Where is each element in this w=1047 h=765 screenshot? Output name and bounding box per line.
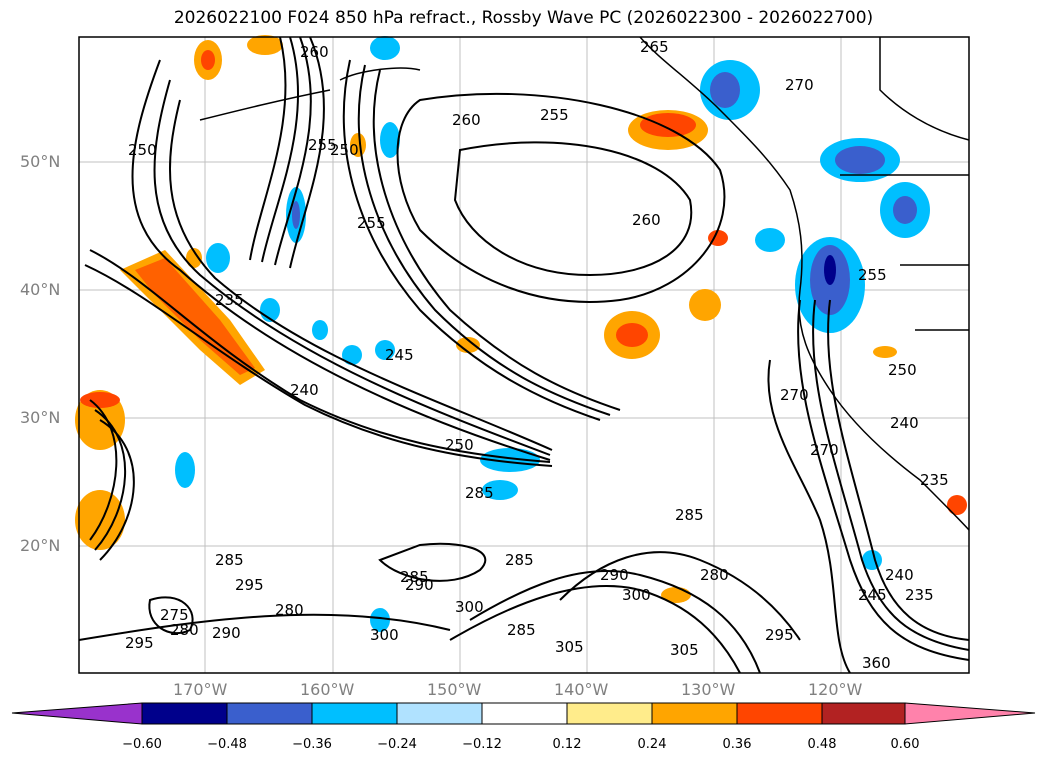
lat-label-20n: 20°N bbox=[20, 536, 61, 555]
contour-label: 240 bbox=[290, 381, 319, 399]
contour-label: 240 bbox=[890, 414, 919, 432]
contour-label: 250 bbox=[445, 436, 474, 454]
colorbar-tick: 0.36 bbox=[722, 737, 752, 752]
contour-label: 255 bbox=[858, 266, 887, 284]
contour-label: 305 bbox=[555, 638, 584, 656]
contour-label: 250 bbox=[128, 141, 157, 159]
contour-label: 245 bbox=[858, 586, 887, 604]
contour-label: 275 bbox=[160, 606, 189, 624]
contour-label: 300 bbox=[455, 598, 484, 616]
contour-label: 295 bbox=[235, 576, 264, 594]
contour-label: 285 bbox=[465, 484, 494, 502]
contour-label: 245 bbox=[385, 346, 414, 364]
colorbar bbox=[11, 702, 1036, 725]
contour-label: 260 bbox=[300, 43, 329, 61]
contour-label: 295 bbox=[125, 634, 154, 652]
contour-label: 300 bbox=[622, 586, 651, 604]
contour-label: 265 bbox=[640, 38, 669, 56]
contour-label: 285 bbox=[675, 506, 704, 524]
contour-label-group: 260 265 270 255 260 250 255 250 260 255 … bbox=[125, 38, 949, 672]
colorbar-tick: 0.12 bbox=[552, 737, 582, 752]
colorbar-tick: −0.24 bbox=[377, 737, 417, 752]
lon-label-120w: 120°W bbox=[808, 680, 863, 699]
contour-label: 255 bbox=[308, 136, 337, 154]
contour-label: 235 bbox=[905, 586, 934, 604]
colorbar-tick: −0.48 bbox=[207, 737, 247, 752]
colorbar-tick: 0.60 bbox=[890, 737, 920, 752]
contour-label: 255 bbox=[540, 106, 569, 124]
lon-label-130w: 130°W bbox=[681, 680, 736, 699]
colorbar-tick: 0.24 bbox=[637, 737, 667, 752]
contour-label: 285 bbox=[507, 621, 536, 639]
contour-label: 290 bbox=[212, 624, 241, 642]
lon-label-160w: 160°W bbox=[300, 680, 355, 699]
contour-label: 260 bbox=[452, 111, 481, 129]
contour-label: 280 bbox=[700, 566, 729, 584]
lon-label-140w: 140°W bbox=[554, 680, 609, 699]
contour-label: 290 bbox=[405, 576, 434, 594]
contour-label: 285 bbox=[505, 551, 534, 569]
lat-label-30n: 30°N bbox=[20, 408, 61, 427]
map-frame bbox=[78, 36, 970, 674]
colorbar-tick: 0.48 bbox=[807, 737, 837, 752]
contour-label: 305 bbox=[670, 641, 699, 659]
contour-label: 250 bbox=[330, 141, 359, 159]
contour-label: 270 bbox=[785, 76, 814, 94]
contour-label: 285 bbox=[215, 551, 244, 569]
contour-label: 280 bbox=[275, 601, 304, 619]
contour-label: 300 bbox=[370, 626, 399, 644]
contour-label: 235 bbox=[215, 291, 244, 309]
lat-label-50n: 50°N bbox=[20, 152, 61, 171]
lat-label-40n: 40°N bbox=[20, 280, 61, 299]
contour-label: 235 bbox=[920, 471, 949, 489]
colorbar-tick: −0.12 bbox=[462, 737, 502, 752]
colorbar-extend-high bbox=[904, 702, 1036, 725]
contour-label: 280 bbox=[170, 621, 199, 639]
lon-label-170w: 170°W bbox=[173, 680, 228, 699]
contour-label: 270 bbox=[810, 441, 839, 459]
colorbar-extend-low bbox=[11, 702, 143, 725]
map-title: 2026022100 F024 850 hPa refract., Rossby… bbox=[173, 8, 874, 28]
colorbar-tick: −0.36 bbox=[292, 737, 332, 752]
lon-label-150w: 150°W bbox=[427, 680, 482, 699]
contour-label: 290 bbox=[600, 566, 629, 584]
contour-label: 240 bbox=[885, 566, 914, 584]
contour-lines bbox=[78, 36, 970, 674]
contour-label: 285 bbox=[400, 568, 429, 586]
contour-label: 250 bbox=[888, 361, 917, 379]
contour-label: 270 bbox=[780, 386, 809, 404]
contour-label: 255 bbox=[357, 214, 386, 232]
colorbar-tick: −0.60 bbox=[122, 737, 162, 752]
contour-label: 360 bbox=[862, 654, 891, 672]
contour-label: 260 bbox=[632, 211, 661, 229]
contour-label: 295 bbox=[765, 626, 794, 644]
coastlines bbox=[199, 36, 970, 531]
